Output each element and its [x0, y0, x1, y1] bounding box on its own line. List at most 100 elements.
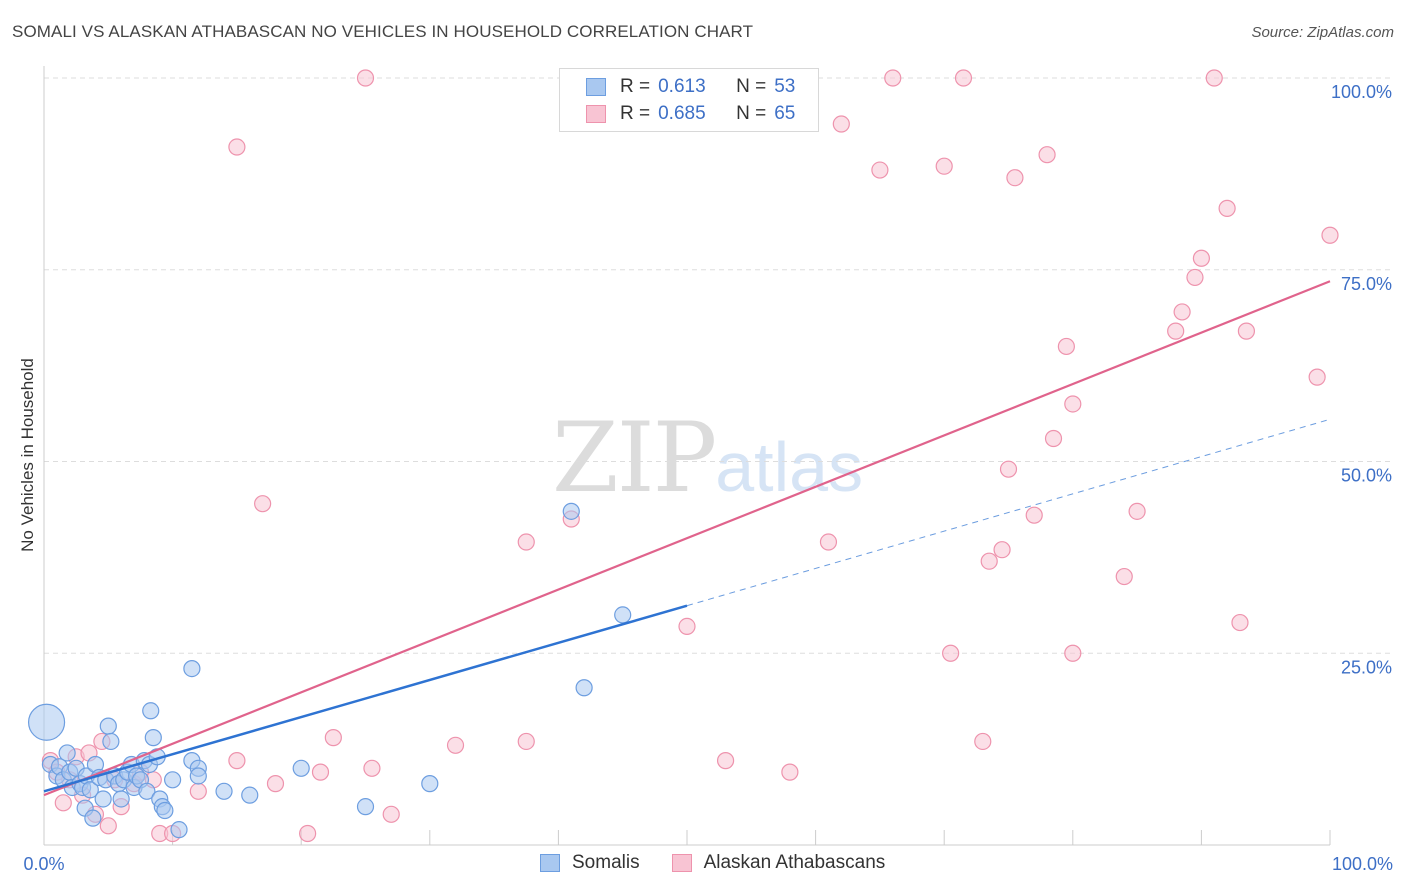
- legend-label-athabascans: Alaskan Athabascans: [703, 852, 886, 873]
- athabascan-point: [189, 782, 207, 800]
- somali-point: [170, 821, 188, 839]
- legend-swatch-somalis: [586, 78, 606, 96]
- athabascan-point: [1167, 322, 1185, 340]
- athabascan-point: [517, 533, 535, 551]
- athabascan-point: [1231, 613, 1249, 632]
- somali-trendline-extension: [686, 418, 1331, 607]
- athabascan-point: [781, 763, 799, 781]
- athabascan-point: [1186, 268, 1204, 287]
- y-tick-label: 50.0%: [1341, 466, 1392, 486]
- athabascan-point: [993, 541, 1011, 559]
- athabascan-point: [228, 138, 246, 156]
- watermark: ZIPatlas: [552, 402, 863, 514]
- athabascan-point: [954, 69, 973, 87]
- athabascan-point: [1025, 506, 1043, 524]
- somali-point: [241, 786, 259, 804]
- athabascan-point: [99, 817, 117, 835]
- athabascan-point: [935, 157, 953, 175]
- legend-label-somalis: Somalis: [572, 852, 640, 873]
- athabascan-point: [324, 729, 342, 747]
- athabascan-point: [832, 115, 850, 133]
- athabascan-point: [1006, 169, 1024, 187]
- legend-n-label: N =: [736, 103, 767, 124]
- athabascan-point: [980, 552, 998, 570]
- athabascan-point: [54, 794, 72, 812]
- legend-n-value: 53: [774, 76, 796, 97]
- legend-r-label: R =: [620, 103, 651, 124]
- athabascan-point: [363, 759, 381, 777]
- athabascan-point: [266, 775, 285, 793]
- legend-item-somalis[interactable]: Somalis: [540, 852, 640, 874]
- y-axis-label: No Vehicles in Household: [18, 358, 37, 552]
- somali-point: [183, 659, 201, 678]
- athabascan-trendline: [43, 280, 1331, 797]
- somali-point: [562, 502, 580, 520]
- athabascan-point: [974, 732, 992, 751]
- athabascan-point: [716, 752, 735, 770]
- legend-swatch-athabascans: [671, 854, 692, 872]
- athabascan-point: [819, 533, 838, 551]
- legend-swatch-somalis: [540, 854, 560, 872]
- somali-point: [27, 703, 66, 741]
- y-tick-label: 75.0%: [1341, 274, 1392, 294]
- athabascan-point: [311, 763, 330, 781]
- somali-point: [156, 801, 174, 820]
- somali-point: [144, 729, 162, 747]
- somali-point: [94, 790, 112, 808]
- athabascan-point: [871, 161, 889, 179]
- watermark-atlas: atlas: [715, 428, 864, 506]
- athabascan-point: [1237, 322, 1256, 340]
- somali-point: [164, 771, 182, 789]
- watermark-zip: ZIP: [552, 402, 717, 514]
- somali-point: [99, 717, 117, 735]
- x-tick-label: 0.0%: [23, 854, 64, 874]
- athabascan-point: [884, 69, 902, 87]
- somali-point: [421, 775, 439, 793]
- somali-point: [58, 744, 76, 762]
- somali-point: [84, 809, 102, 827]
- somali-point: [138, 782, 156, 800]
- legend-swatch-athabascans: [586, 105, 606, 123]
- athabascan-point: [356, 69, 375, 87]
- somali-point: [614, 606, 632, 624]
- athabascan-point: [999, 460, 1018, 478]
- athabascan-point: [678, 617, 696, 636]
- athabascan-point: [254, 495, 272, 513]
- athabascan-point: [1038, 146, 1056, 164]
- athabascan-point: [1064, 644, 1082, 662]
- legend-n-label: N =: [736, 76, 767, 97]
- legend-r-label: R =: [620, 76, 651, 97]
- athabascan-point: [1308, 368, 1326, 386]
- somali-point: [575, 679, 593, 697]
- athabascan-point: [1192, 249, 1211, 267]
- athabascan-point: [1218, 199, 1236, 217]
- y-tick-label: 25.0%: [1341, 657, 1392, 677]
- athabascan-point: [517, 732, 535, 751]
- x-tick-label: 100.0%: [1332, 854, 1393, 874]
- y-tick-label: 100.0%: [1331, 82, 1392, 102]
- legend-item-athabascans[interactable]: Alaskan Athabascans: [671, 852, 886, 874]
- legend-r-value: 0.685: [658, 103, 706, 124]
- source-label: Source: ZipAtlas.com: [1251, 24, 1394, 41]
- athabascan-point: [1173, 303, 1191, 321]
- legend-row-somalis: R = 0.613 N = 53: [586, 75, 795, 99]
- legend-n-value: 65: [774, 103, 796, 124]
- somali-point: [356, 798, 375, 816]
- somali-trendline: [43, 604, 688, 793]
- somali-point: [189, 767, 207, 785]
- athabascan-point: [1115, 567, 1133, 586]
- athabascan-point: [228, 752, 246, 770]
- chart-title: SOMALI VS ALASKAN ATHABASCAN NO VEHICLES…: [12, 22, 754, 41]
- somali-point: [142, 702, 160, 720]
- athabascan-point: [1044, 429, 1063, 448]
- athabascan-point: [1064, 395, 1082, 413]
- correlation-legend: R = 0.613 N = 53 R = 0.685 N = 65: [559, 68, 819, 132]
- somali-point: [112, 790, 130, 808]
- athabascan-point: [382, 805, 400, 823]
- legend-row-athabascans: R = 0.685 N = 65: [586, 102, 795, 126]
- somali-point: [292, 759, 310, 777]
- legend-r-value: 0.613: [658, 76, 706, 97]
- somali-point: [215, 782, 233, 800]
- athabascan-point: [942, 644, 960, 662]
